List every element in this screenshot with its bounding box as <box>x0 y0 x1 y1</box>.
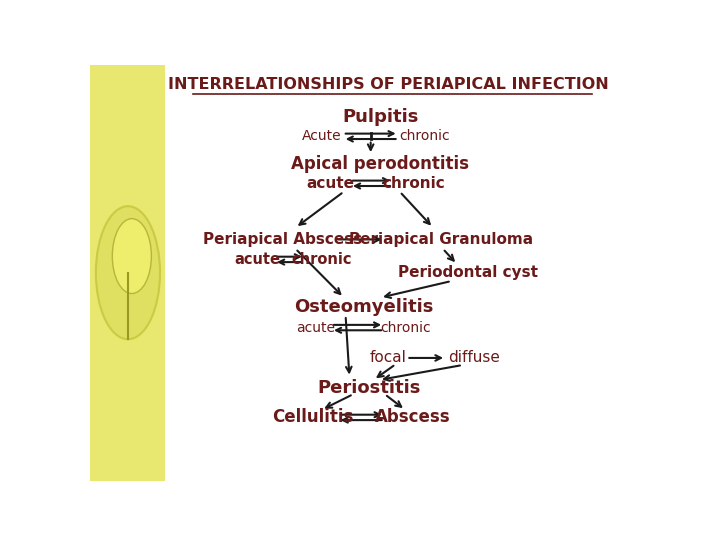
Ellipse shape <box>96 206 160 339</box>
Text: Cellulitis: Cellulitis <box>272 408 354 427</box>
Text: chronic: chronic <box>382 176 445 191</box>
Text: chronic: chronic <box>292 252 352 267</box>
Text: INTERRELATIONSHIPS OF PERIAPICAL INFECTION: INTERRELATIONSHIPS OF PERIAPICAL INFECTI… <box>168 77 609 92</box>
Text: Periapical Granuloma: Periapical Granuloma <box>349 232 534 247</box>
Text: diffuse: diffuse <box>448 350 500 366</box>
Text: focal: focal <box>370 350 407 366</box>
Text: Apical perodontitis: Apical perodontitis <box>291 155 469 173</box>
Text: acute: acute <box>306 176 354 191</box>
Text: chronic: chronic <box>400 129 450 143</box>
Text: Acute: Acute <box>302 129 341 143</box>
Text: Pulpitis: Pulpitis <box>342 108 418 126</box>
Text: acute: acute <box>297 321 336 335</box>
Text: Periodontal cyst: Periodontal cyst <box>398 265 539 280</box>
Text: Periapical Abscess: Periapical Abscess <box>203 232 362 247</box>
Text: Abscess: Abscess <box>374 408 450 427</box>
Bar <box>90 65 166 481</box>
Text: Osteomyelitis: Osteomyelitis <box>294 298 433 316</box>
Text: Periostitis: Periostitis <box>318 379 420 397</box>
Ellipse shape <box>112 219 151 294</box>
Text: chronic: chronic <box>380 321 431 335</box>
Text: acute: acute <box>235 252 280 267</box>
